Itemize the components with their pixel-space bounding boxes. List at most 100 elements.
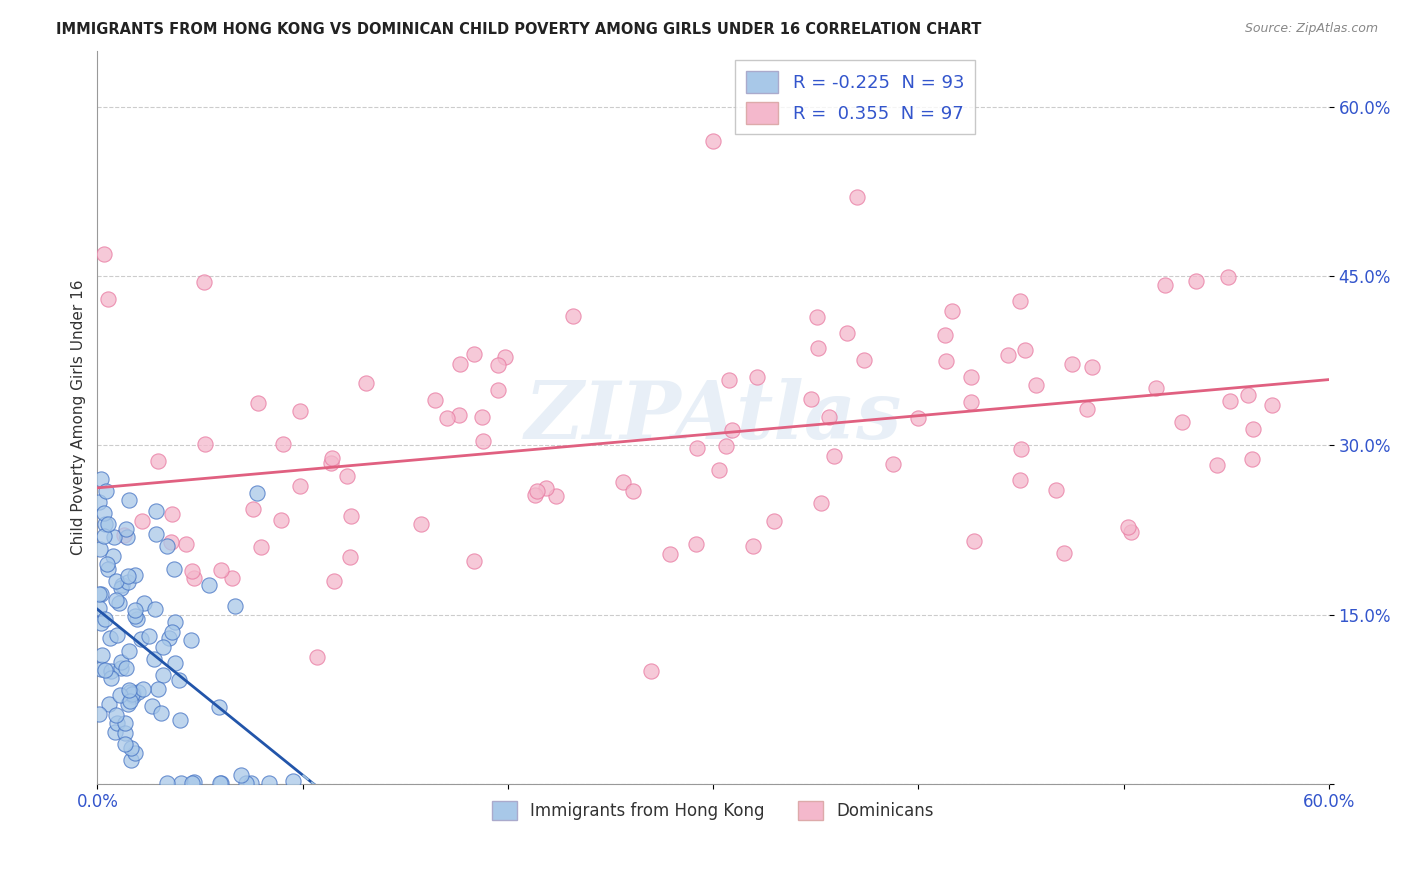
Point: [141, 698, 163, 713]
Point: [323, 574, 346, 589]
Point: [97, 517, 120, 532]
Text: ZIPAtlas: ZIPAtlas: [524, 378, 901, 456]
Point: [118, 682, 141, 697]
Point: [449, 357, 471, 371]
Point: [138, 629, 160, 643]
Point: [960, 394, 983, 409]
Point: [98, 697, 121, 711]
Point: [882, 458, 904, 472]
Point: [183, 571, 205, 585]
Y-axis label: Child Poverty Among Girls Under 16: Child Poverty Among Girls Under 16: [72, 279, 86, 555]
Point: [621, 484, 644, 499]
Point: [121, 687, 143, 701]
Point: [959, 369, 981, 384]
Point: [307, 649, 329, 664]
Point: [198, 577, 221, 591]
Point: [122, 686, 145, 700]
Point: [180, 633, 202, 648]
Point: [1206, 458, 1229, 472]
Point: [409, 517, 432, 532]
Point: [118, 685, 141, 699]
Point: [156, 775, 179, 789]
Point: [1241, 451, 1264, 466]
Point: [425, 393, 447, 408]
Text: IMMIGRANTS FROM HONG KONG VS DOMINICAN CHILD POVERTY AMONG GIRLS UNDER 16 CORREL: IMMIGRANTS FROM HONG KONG VS DOMINICAN C…: [56, 22, 981, 37]
Point: [108, 689, 131, 703]
Point: [1080, 359, 1102, 374]
Point: [1060, 357, 1083, 371]
Point: [120, 694, 142, 708]
Point: [1241, 422, 1264, 436]
Point: [89, 706, 111, 721]
Point: [249, 540, 271, 554]
Point: [208, 700, 231, 714]
Point: [169, 713, 191, 727]
Point: [120, 753, 142, 767]
Point: [221, 571, 243, 585]
Point: [90, 615, 112, 630]
Point: [463, 347, 485, 361]
Point: [183, 775, 205, 789]
Point: [107, 628, 129, 642]
Point: [104, 592, 127, 607]
Point: [121, 740, 143, 755]
Point: [114, 726, 136, 740]
Point: [935, 353, 957, 368]
Point: [1236, 388, 1258, 402]
Point: [181, 565, 204, 579]
Point: [180, 775, 202, 789]
Point: [229, 768, 252, 782]
Point: [162, 624, 184, 639]
Point: [148, 682, 170, 697]
Point: [835, 326, 858, 340]
Point: [94, 483, 117, 498]
Point: [114, 716, 136, 731]
Point: [963, 533, 986, 548]
Point: [105, 574, 128, 588]
Point: [159, 535, 181, 549]
Point: [240, 775, 263, 789]
Point: [1170, 415, 1192, 429]
Point: [494, 350, 516, 364]
Point: [90, 472, 112, 486]
Point: [1025, 378, 1047, 392]
Point: [105, 716, 128, 731]
Point: [271, 436, 294, 450]
Point: [114, 738, 136, 752]
Point: [167, 673, 190, 688]
Point: [1121, 524, 1143, 539]
Point: [659, 547, 682, 561]
Point: [321, 450, 343, 465]
Point: [124, 603, 146, 617]
Point: [1261, 398, 1284, 412]
Point: [845, 190, 868, 204]
Point: [93, 663, 115, 677]
Point: [356, 376, 378, 390]
Point: [1144, 381, 1167, 395]
Point: [685, 537, 707, 551]
Point: [1216, 269, 1239, 284]
Point: [436, 411, 458, 425]
Point: [163, 657, 186, 671]
Point: [1008, 473, 1031, 487]
Point: [103, 530, 125, 544]
Point: [235, 775, 257, 789]
Point: [1010, 442, 1032, 456]
Point: [283, 774, 305, 789]
Point: [612, 475, 634, 489]
Point: [524, 488, 547, 502]
Point: [702, 134, 724, 148]
Point: [720, 423, 742, 437]
Point: [486, 358, 509, 372]
Point: [290, 404, 312, 418]
Point: [156, 539, 179, 553]
Point: [89, 495, 111, 509]
Point: [747, 370, 769, 384]
Point: [163, 615, 186, 629]
Point: [807, 341, 830, 355]
Point: [1076, 401, 1098, 416]
Point: [110, 655, 132, 669]
Point: [544, 489, 567, 503]
Point: [157, 632, 180, 646]
Point: [194, 437, 217, 451]
